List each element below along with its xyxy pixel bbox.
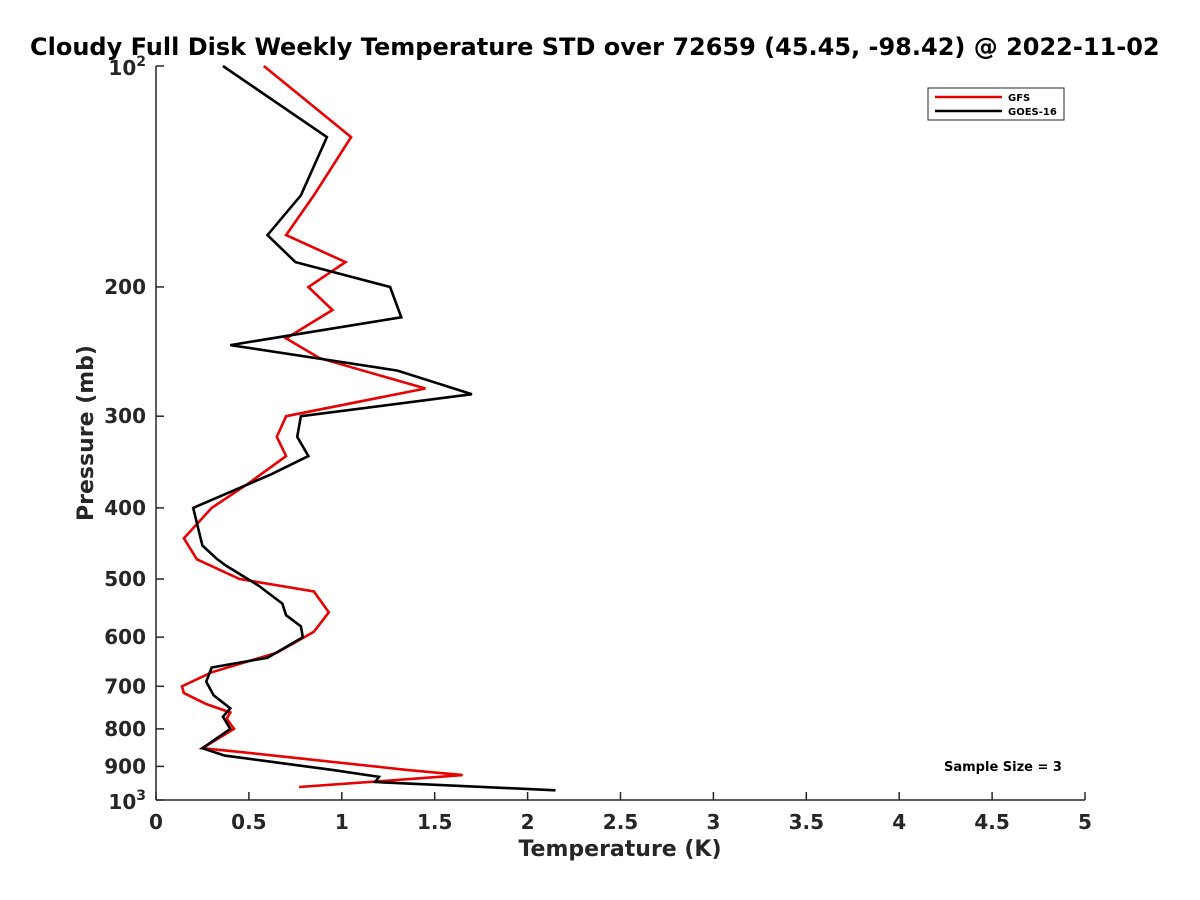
y-tick-base: 10 [108, 56, 136, 80]
x-axis-label: Temperature (K) [518, 837, 721, 862]
y-tick-base: 10 [108, 790, 136, 814]
sample-size-annotation: Sample Size = 3 [944, 760, 1062, 775]
x-tick-label: 3 [706, 810, 720, 834]
x-tick-label: 3.5 [789, 810, 824, 834]
x-tick-label: 4 [892, 810, 906, 834]
y-tick-label: 300 [104, 404, 146, 428]
plot-area [155, 66, 1085, 801]
series-line-goes-16 [191, 64, 556, 792]
y-tick-label: 102 [108, 54, 146, 80]
y-tick-label: 900 [104, 754, 146, 778]
y-tick-exponent: 2 [136, 54, 146, 70]
x-tick-label: 2.5 [603, 810, 638, 834]
y-tick-label: 800 [104, 717, 146, 741]
y-tick-label: 200 [104, 275, 146, 299]
series-line-gfs [180, 64, 463, 789]
legend: GFS GOES-16 [927, 87, 1065, 121]
x-ticks: 0 0.5 1 1.5 2 2.5 3 3.5 4 4.5 5 [149, 792, 1092, 834]
y-tick-label: 600 [104, 625, 146, 649]
y-tick-label: 500 [104, 567, 146, 591]
y-tick-label: 103 [108, 788, 146, 814]
y-tick-label: 700 [104, 674, 146, 698]
legend-box [927, 87, 1065, 121]
legend-label: GOES-16 [1008, 107, 1057, 118]
legend-label: GFS [1008, 93, 1030, 104]
x-tick-label: 2 [521, 810, 535, 834]
chart-title: Cloudy Full Disk Weekly Temperature STD … [30, 33, 1160, 61]
x-tick-label: 0 [149, 810, 163, 834]
x-tick-label: 5 [1078, 810, 1092, 834]
y-tick-label: 400 [104, 496, 146, 520]
y-tick-exponent: 3 [136, 788, 146, 804]
y-axis-label: Pressure (mb) [74, 345, 99, 521]
x-tick-label: 1 [335, 810, 349, 834]
series-group [180, 64, 556, 792]
x-tick-label: 0.5 [231, 810, 266, 834]
x-tick-label: 4.5 [974, 810, 1009, 834]
x-tick-label: 1.5 [417, 810, 452, 834]
